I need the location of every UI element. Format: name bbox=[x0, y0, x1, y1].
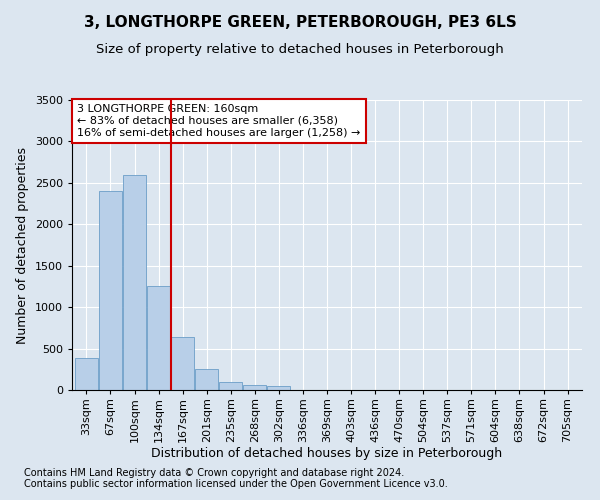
Bar bbox=[123, 174, 146, 390]
Text: 3, LONGTHORPE GREEN, PETERBOROUGH, PE3 6LS: 3, LONGTHORPE GREEN, PETERBOROUGH, PE3 6… bbox=[83, 15, 517, 30]
X-axis label: Distribution of detached houses by size in Peterborough: Distribution of detached houses by size … bbox=[151, 448, 503, 460]
Bar bbox=[268, 386, 290, 390]
Text: Contains HM Land Registry data © Crown copyright and database right 2024.: Contains HM Land Registry data © Crown c… bbox=[24, 468, 404, 477]
Bar bbox=[195, 370, 218, 390]
Text: 3 LONGTHORPE GREEN: 160sqm
← 83% of detached houses are smaller (6,358)
16% of s: 3 LONGTHORPE GREEN: 160sqm ← 83% of deta… bbox=[77, 104, 361, 138]
Text: Contains public sector information licensed under the Open Government Licence v3: Contains public sector information licen… bbox=[24, 479, 448, 489]
Bar bbox=[244, 386, 266, 390]
Y-axis label: Number of detached properties: Number of detached properties bbox=[16, 146, 29, 344]
Bar bbox=[147, 286, 170, 390]
Bar bbox=[171, 337, 194, 390]
Bar bbox=[75, 358, 98, 390]
Bar bbox=[99, 191, 122, 390]
Text: Size of property relative to detached houses in Peterborough: Size of property relative to detached ho… bbox=[96, 42, 504, 56]
Bar bbox=[220, 382, 242, 390]
